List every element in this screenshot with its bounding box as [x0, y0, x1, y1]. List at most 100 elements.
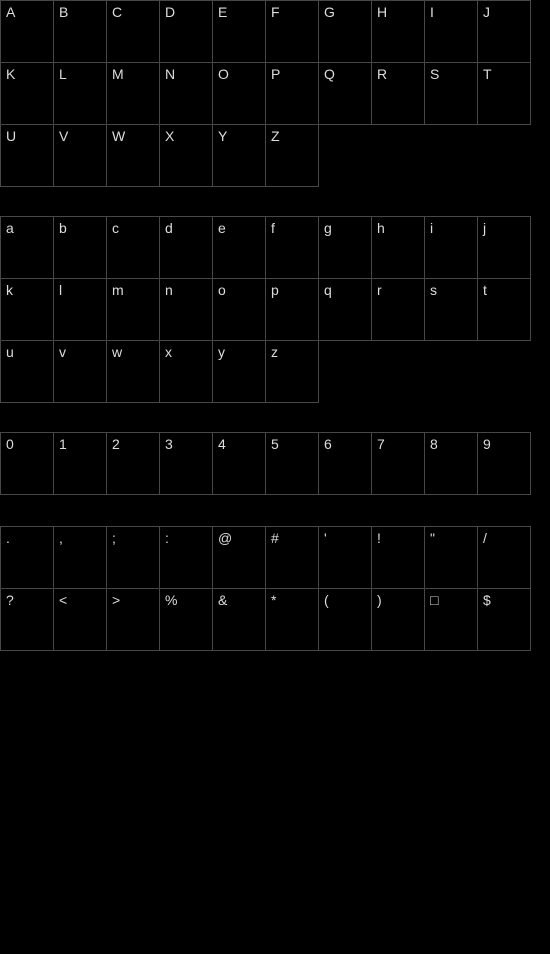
glyph-label: W [112, 128, 125, 144]
glyph-label: 5 [271, 436, 279, 452]
glyph-label: / [483, 530, 487, 546]
glyph-label: v [59, 344, 66, 360]
glyph-label: $ [483, 592, 491, 608]
glyph-label: I [430, 4, 434, 20]
glyph-cell: h [371, 216, 425, 279]
glyph-cell: " [424, 526, 478, 589]
glyph-label: l [59, 282, 62, 298]
glyph-label: S [430, 66, 439, 82]
glyph-cell: z [265, 340, 319, 403]
glyph-cell: u [0, 340, 54, 403]
glyph-cell: 1 [53, 432, 107, 495]
glyph-label: 4 [218, 436, 226, 452]
glyph-cell: T [477, 62, 531, 125]
glyph-label: j [483, 220, 486, 236]
glyph-label: 2 [112, 436, 120, 452]
glyph-cell: 4 [212, 432, 266, 495]
character-map: A B C D E F G H I J K L M N O P Q R S T … [0, 0, 550, 650]
glyph-label: s [430, 282, 437, 298]
glyph-cell: ? [0, 588, 54, 651]
glyph-label: . [6, 530, 10, 546]
glyph-cell: c [106, 216, 160, 279]
glyph-label: 9 [483, 436, 491, 452]
glyph-label: 0 [6, 436, 14, 452]
glyph-label: : [165, 530, 169, 546]
glyph-cell: & [212, 588, 266, 651]
glyph-cell: W [106, 124, 160, 187]
glyph-label: " [430, 530, 435, 546]
glyph-label: B [59, 4, 68, 20]
glyph-cell: B [53, 0, 107, 63]
glyph-label: @ [218, 530, 232, 546]
glyph-cell: Q [318, 62, 372, 125]
glyph-label: d [165, 220, 173, 236]
glyph-cell: ; [106, 526, 160, 589]
glyph-cell: s [424, 278, 478, 341]
glyph-cell: □ [424, 588, 478, 651]
section-symbols: . , ; : @ # ' ! " / ? < > % & * ( ) □ $ [0, 526, 550, 650]
glyph-label: Z [271, 128, 280, 144]
glyph-cell: Z [265, 124, 319, 187]
glyph-label: Q [324, 66, 335, 82]
glyph-label: 6 [324, 436, 332, 452]
glyph-cell: N [159, 62, 213, 125]
section-uppercase: A B C D E F G H I J K L M N O P Q R S T … [0, 0, 550, 186]
glyph-cell: i [424, 216, 478, 279]
glyph-cell: > [106, 588, 160, 651]
glyph-cell: ) [371, 588, 425, 651]
glyph-label: E [218, 4, 227, 20]
glyph-cell: r [371, 278, 425, 341]
glyph-cell: % [159, 588, 213, 651]
glyph-cell: A [0, 0, 54, 63]
glyph-cell: a [0, 216, 54, 279]
glyph-label: 7 [377, 436, 385, 452]
glyph-cell: b [53, 216, 107, 279]
glyph-label: D [165, 4, 175, 20]
glyph-cell: q [318, 278, 372, 341]
glyph-cell: p [265, 278, 319, 341]
glyph-label: U [6, 128, 16, 144]
glyph-label: c [112, 220, 119, 236]
glyph-label: i [430, 220, 433, 236]
glyph-label: R [377, 66, 387, 82]
glyph-label: t [483, 282, 487, 298]
glyph-cell: o [212, 278, 266, 341]
glyph-cell: P [265, 62, 319, 125]
glyph-label: T [483, 66, 492, 82]
glyph-label: & [218, 592, 227, 608]
glyph-cell: Y [212, 124, 266, 187]
glyph-cell: M [106, 62, 160, 125]
glyph-cell: g [318, 216, 372, 279]
glyph-cell: K [0, 62, 54, 125]
glyph-label: e [218, 220, 226, 236]
glyph-cell: F [265, 0, 319, 63]
glyph-cell: f [265, 216, 319, 279]
glyph-cell: / [477, 526, 531, 589]
glyph-cell: , [53, 526, 107, 589]
glyph-cell: D [159, 0, 213, 63]
glyph-label: P [271, 66, 280, 82]
glyph-cell: V [53, 124, 107, 187]
glyph-cell: X [159, 124, 213, 187]
glyph-cell: 3 [159, 432, 213, 495]
glyph-label: X [165, 128, 174, 144]
glyph-label: z [271, 344, 278, 360]
glyph-cell: y [212, 340, 266, 403]
glyph-cell: H [371, 0, 425, 63]
section-gap [0, 494, 550, 526]
glyph-label: k [6, 282, 13, 298]
glyph-label: g [324, 220, 332, 236]
glyph-label: q [324, 282, 332, 298]
glyph-cell: n [159, 278, 213, 341]
glyph-label: ' [324, 530, 327, 546]
glyph-label: * [271, 592, 276, 608]
glyph-cell: 8 [424, 432, 478, 495]
glyph-label: n [165, 282, 173, 298]
glyph-label: 3 [165, 436, 173, 452]
glyph-label: V [59, 128, 68, 144]
glyph-label: L [59, 66, 67, 82]
glyph-label: □ [430, 592, 438, 608]
glyph-label: m [112, 282, 124, 298]
glyph-label: K [6, 66, 15, 82]
glyph-label: y [218, 344, 225, 360]
